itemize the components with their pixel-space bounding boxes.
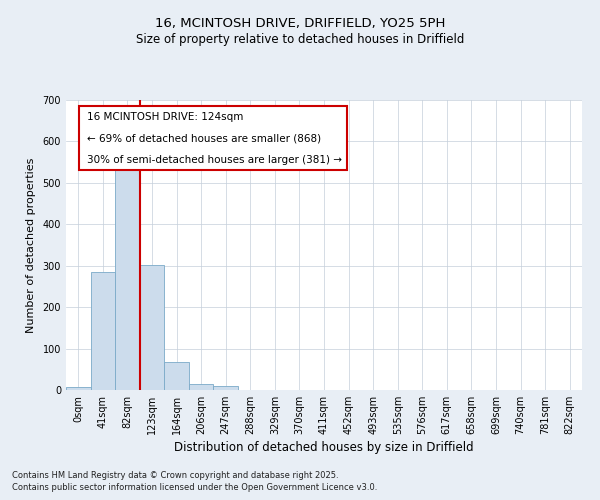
Bar bbox=[164, 362, 189, 390]
Text: ← 69% of detached houses are smaller (868): ← 69% of detached houses are smaller (86… bbox=[86, 134, 321, 143]
FancyBboxPatch shape bbox=[79, 106, 347, 170]
Bar bbox=[66, 386, 91, 390]
Text: 30% of semi-detached houses are larger (381) →: 30% of semi-detached houses are larger (… bbox=[86, 155, 341, 165]
Text: Size of property relative to detached houses in Driffield: Size of property relative to detached ho… bbox=[136, 32, 464, 46]
Text: Contains public sector information licensed under the Open Government Licence v3: Contains public sector information licen… bbox=[12, 484, 377, 492]
Text: 16 MCINTOSH DRIVE: 124sqm: 16 MCINTOSH DRIVE: 124sqm bbox=[86, 112, 243, 122]
Bar bbox=[189, 384, 214, 390]
Text: Contains HM Land Registry data © Crown copyright and database right 2025.: Contains HM Land Registry data © Crown c… bbox=[12, 471, 338, 480]
Bar bbox=[115, 152, 140, 390]
Bar bbox=[214, 386, 238, 390]
Text: 16, MCINTOSH DRIVE, DRIFFIELD, YO25 5PH: 16, MCINTOSH DRIVE, DRIFFIELD, YO25 5PH bbox=[155, 18, 445, 30]
Bar bbox=[91, 272, 115, 390]
X-axis label: Distribution of detached houses by size in Driffield: Distribution of detached houses by size … bbox=[174, 441, 474, 454]
Bar bbox=[140, 265, 164, 390]
Y-axis label: Number of detached properties: Number of detached properties bbox=[26, 158, 35, 332]
